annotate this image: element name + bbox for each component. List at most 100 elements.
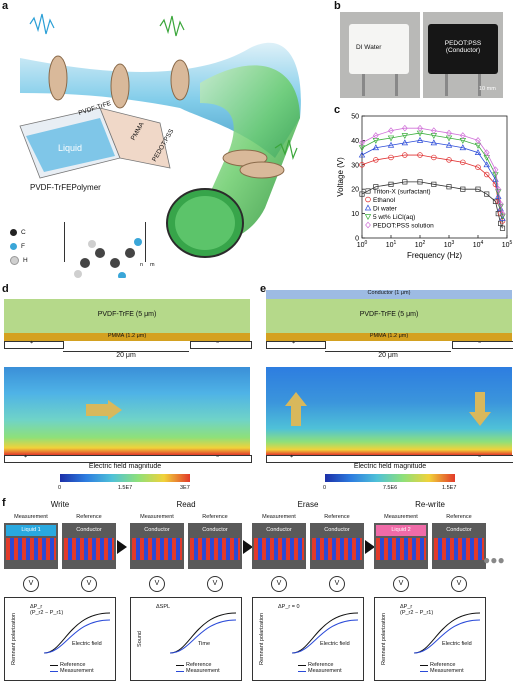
data-point [373, 157, 379, 163]
data-point [401, 139, 409, 146]
f-step-right-caption: Reference [446, 514, 472, 520]
polymer-bracket [64, 222, 146, 262]
f-step-plot [130, 597, 242, 681]
pedot-electrode-1 [445, 74, 448, 96]
d-colorbar [60, 474, 190, 482]
e-film-layer [266, 299, 512, 333]
e-gap-label: 20 μm [378, 352, 398, 359]
legend-marker [365, 188, 371, 194]
e-electrode-plus [266, 341, 326, 349]
panel-a-illustration [19, 13, 301, 278]
x-tick-exponent: 5 [510, 240, 513, 246]
e-bottom-plus: + [290, 454, 294, 460]
d-colorbar-tick-1: 1.5E7 [117, 485, 133, 491]
f-step-legend: Reference Measurement [420, 662, 464, 674]
f-step-left-source-icon: V [23, 576, 39, 592]
legend-reference-label: Reference [186, 662, 212, 668]
f-step-annotation: ΔSPL [156, 604, 171, 610]
x-tick-exponent: 4 [481, 240, 484, 246]
f-step-left-caption: Measurement [140, 514, 174, 520]
f-step-xlabel: Time [198, 641, 211, 647]
plot-frame [361, 115, 508, 239]
e-electrode-minus [452, 341, 513, 349]
f-step-title: Erase [297, 500, 319, 509]
data-point [388, 127, 394, 134]
data-point [387, 141, 395, 148]
f-step-left-dipoles [254, 538, 304, 560]
f-step-plot [374, 597, 486, 681]
f-step-right-source-icon: V [329, 576, 345, 592]
f-step-plot [4, 597, 116, 681]
data-point [446, 157, 452, 163]
legend-reference-swatch [298, 664, 306, 666]
e-colorbar [325, 474, 455, 482]
data-point [359, 191, 365, 197]
e-pmma-layer [266, 333, 512, 341]
legend-marker [365, 196, 371, 203]
f-step-curves [413, 608, 481, 658]
x-tick-exponent: 1 [394, 240, 397, 246]
data-point [497, 200, 504, 208]
e-colorbar-title: Electric field magnitude [353, 463, 427, 470]
f-step-curves [43, 608, 111, 658]
data-point [387, 135, 395, 142]
data-point [495, 185, 502, 193]
f-step-ylabel: Sound [137, 631, 143, 647]
x-tick-label: 101 [386, 240, 397, 249]
data-point [483, 171, 490, 178]
layer-label-liquid: Liquid [58, 143, 83, 153]
data-point [388, 154, 394, 161]
data-point [483, 161, 490, 168]
data-point [402, 179, 408, 185]
f-step-curves [291, 608, 359, 658]
atom-legend: C F H [10, 225, 28, 267]
data-point [416, 136, 424, 143]
e-colorbar-tick-0: 0 [323, 485, 327, 491]
y-tick-label: 40 [351, 138, 359, 145]
legend-label: PEDOT:PSS solution [373, 222, 434, 229]
pedot-electrode-2 [478, 74, 481, 96]
legend-marker [364, 204, 372, 211]
f-step-xlabel: Electric field [72, 641, 102, 647]
panel-f-label: f [2, 497, 6, 509]
data-point [446, 129, 452, 137]
d-film-label: PVDF-TrFE (5 μm) [97, 311, 157, 318]
data-point [474, 149, 482, 155]
y-tick-label: 0 [355, 236, 359, 243]
f-step-left-caption: Measurement [384, 514, 418, 520]
f-step-left-box: Conductor [254, 525, 304, 536]
e-colorbar-tick-2: 1.5E7 [442, 485, 457, 491]
x-tick-exponent: 3 [452, 240, 455, 246]
panel-c-label: c [334, 104, 341, 116]
f-step-right-caption: Reference [202, 514, 228, 520]
atom-c-label: C [21, 228, 26, 236]
x-tick-exponent: 2 [423, 240, 426, 246]
f-step-0: Write Measurement Reference Liquid 1 Conduct… [4, 500, 116, 682]
f-step-ylabel: Remnant polarization [259, 613, 265, 665]
legend-reference-label: Reference [308, 662, 334, 668]
f-step-right-box: Conductor [324, 527, 350, 533]
f-step-left-source-icon: V [271, 576, 287, 592]
legend-reference-swatch [176, 664, 184, 666]
data-point [417, 179, 423, 185]
f-step-left-source-icon: V [149, 576, 165, 592]
polymer-title: PVDF-TrFEPolymer [30, 183, 101, 192]
data-point [359, 139, 365, 147]
y-tick-label: 50 [351, 114, 359, 121]
f-step-right-box: Conductor [446, 527, 472, 533]
d-pmma-label: PMMA (1.2 μm) [107, 333, 147, 339]
e-field-map [266, 367, 512, 455]
data-point [446, 184, 452, 190]
e-conductor-layer [266, 290, 512, 299]
f-step-right-dipoles [64, 538, 114, 560]
f-step-xlabel: Electric field [442, 641, 472, 647]
legend-label: 5 wt% LiCl(aq) [373, 214, 415, 221]
x-tick-label: 100 [357, 240, 368, 249]
legend-measurement-swatch [50, 670, 58, 672]
legend-measurement-label: Measurement [430, 668, 464, 674]
d-electrode-plus [4, 341, 64, 349]
x-axis-label: Frequency (Hz) [407, 251, 462, 260]
d-colorbar-tick-0: 0 [58, 485, 62, 491]
f-step-left-dipoles [132, 538, 182, 560]
